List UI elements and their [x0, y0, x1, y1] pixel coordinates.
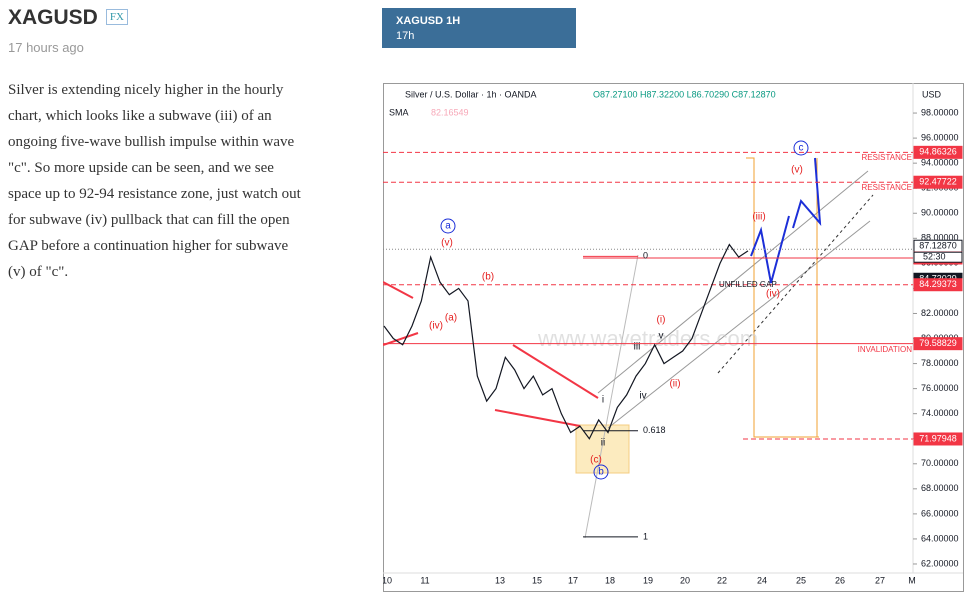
price-tag [913, 337, 963, 351]
currency: USD [922, 89, 942, 99]
y-tick-label: 68.00000 [921, 483, 959, 493]
symbol: Silver / U.S. Dollar · 1h · OANDA [405, 89, 537, 99]
y-tick-label: 74.00000 [921, 408, 959, 418]
y-tick-label: 88.00000 [921, 233, 959, 243]
y-tick-label: 82.00000 [921, 308, 959, 318]
forecast [792, 157, 822, 229]
article: XAGUSD FX 17 hours ago Silver is extendin… [8, 6, 308, 285]
wave-label: (v) [441, 238, 453, 249]
tab-time: 17h [396, 30, 415, 42]
price-tag [913, 145, 963, 159]
x-tick-label: 11 [420, 575, 429, 585]
wave-label: ii [601, 438, 605, 449]
target-line [746, 157, 819, 438]
countdown: 52:30 [923, 252, 946, 262]
fib-label: 0.618 [643, 425, 666, 435]
fib-label: 1 [643, 531, 648, 541]
article-title: XAGUSD [8, 6, 98, 29]
x-tick-label: 13 [495, 575, 505, 585]
wave-label: b [598, 467, 604, 478]
frame [383, 83, 964, 592]
x-tick-label: 19 [643, 575, 653, 585]
level-text: RESISTANCE [861, 183, 912, 192]
countdown-bg [913, 251, 963, 263]
x-tick-label: 24 [757, 575, 767, 585]
wave-label: a [445, 221, 451, 232]
y-tick-label: 96.00000 [921, 132, 959, 142]
y-tick-label: 94.00000 [921, 158, 959, 168]
wave-label: (v) [791, 165, 803, 176]
price-tag-label: 71.97948 [919, 433, 957, 443]
y-tick-label: 62.00000 [921, 558, 959, 568]
wave-label: (ii) [669, 379, 680, 390]
price-tag-label: 87.12870 [919, 241, 957, 251]
x-tick-label: 20 [680, 575, 690, 585]
wave-label: (c) [590, 455, 602, 466]
wave-label: c [799, 143, 804, 154]
wave-label: (iii) [752, 212, 765, 223]
wave-label: i [602, 395, 604, 406]
wave-label: (i) [657, 315, 666, 326]
wave-label: v [659, 331, 664, 342]
x-tick-label: 10 [383, 575, 392, 585]
tab[interactable]: XAGUSD 1H 17h [382, 8, 576, 48]
wave-label: (iv) [766, 289, 780, 300]
wave-circle [793, 140, 809, 156]
level-text: INVALIDATION [858, 345, 913, 354]
time: 17 hours ago [8, 40, 84, 55]
watermark: www.wavetraders.com [537, 326, 758, 351]
x-tick-label: 15 [532, 575, 542, 585]
tag[interactable]: FX [105, 9, 128, 25]
fib-label: 0 [643, 251, 648, 261]
fib-line [584, 254, 639, 539]
wave-label: iii [634, 342, 641, 353]
body: Silver is extending nicely higher in the… [8, 82, 301, 280]
y-tick-label: 66.00000 [921, 508, 959, 518]
indicator: SMA [389, 107, 409, 117]
wave-label: (iv) [429, 321, 443, 332]
wave-circle [593, 464, 609, 480]
y-tick-label: 76.00000 [921, 383, 959, 393]
x-tick-label: 22 [717, 575, 727, 585]
x-tick-label: 25 [796, 575, 806, 585]
price-tag [913, 278, 963, 292]
price-tag [913, 432, 963, 446]
x-tick-label: 18 [605, 575, 615, 585]
tab-title: XAGUSD 1H [396, 15, 461, 27]
wave-label: (a) [445, 313, 457, 324]
wave-circle [440, 218, 456, 234]
level-text: UNFILLED GAP [719, 280, 777, 289]
channel [597, 170, 874, 429]
ohlc: O87.27100 H87.32200 L86.70290 C87.12870 [593, 89, 776, 99]
x-tick-label: 17 [568, 575, 578, 585]
y-tick-label: 70.00000 [921, 458, 959, 468]
price-tag [913, 175, 963, 189]
y-tick-label: 90.00000 [921, 208, 959, 218]
wave-label: (b) [482, 272, 494, 283]
level-text: RESISTANCE [861, 153, 912, 162]
wave-label: iv [639, 391, 646, 402]
price-tag-label: 84.29373 [919, 279, 957, 289]
x-tick-label: M [908, 575, 916, 585]
x-tick-label: 27 [875, 575, 885, 585]
x-tick-label: 26 [835, 575, 845, 585]
price-tag-label: 94.86326 [919, 147, 957, 157]
y-tick-label: 78.00000 [921, 358, 959, 368]
y-tick-label: 98.00000 [921, 107, 959, 117]
indicator-value: 82.16549 [431, 107, 469, 117]
y-tick-label: 64.00000 [921, 533, 959, 543]
price-tag-label: 92.47722 [919, 177, 957, 187]
chart: Silver / U.S. Dollar · 1h · OANDA O87.271… [383, 83, 964, 592]
price-tag-label: 79.58829 [919, 338, 957, 348]
price-line [383, 243, 749, 440]
